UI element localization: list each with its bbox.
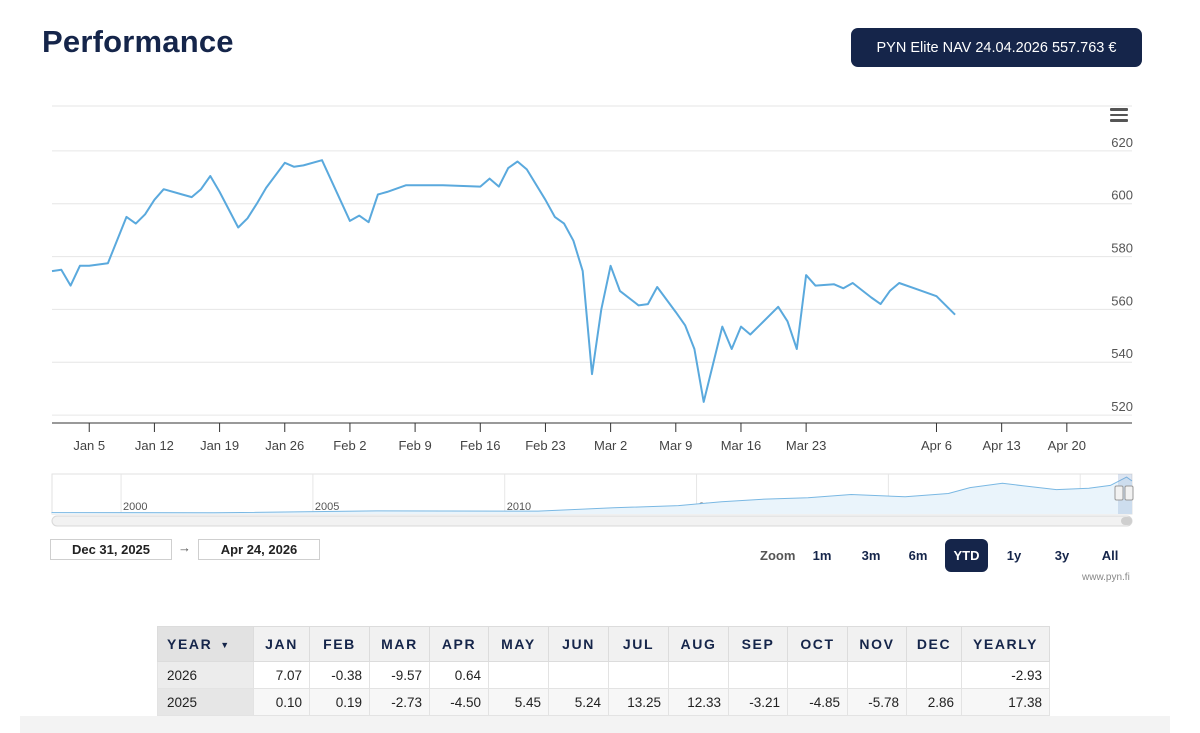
table-cell-yearly: 17.38 [961, 688, 1050, 716]
y-tick-label: 580 [1111, 241, 1133, 256]
navigator-scrollbar[interactable] [51, 515, 1133, 527]
page-title: Performance [42, 24, 234, 59]
table-cell-jun [548, 661, 609, 689]
zoom-button-3y[interactable]: 3y [1054, 548, 1070, 563]
table-header-row: YEAR ▼ JAN FEB MAR APR MAY JUN JUL AUG SEP OCT NOV DE… [157, 626, 1050, 662]
table-cell-mar: -9.57 [369, 661, 430, 689]
table-cell-may: 5.45 [488, 688, 549, 716]
table-cell-sep [728, 661, 788, 689]
navigator-handle[interactable] [1114, 485, 1124, 501]
x-tick-label: Mar 9 [659, 438, 692, 453]
x-tick-label: Feb 23 [525, 438, 565, 453]
navigator-year-label: 2005 [315, 501, 339, 513]
table-cell-year: 2026 [157, 661, 254, 689]
navigator-line [51, 476, 1133, 514]
table-cell-feb: -0.38 [309, 661, 370, 689]
table-header-jul: JUL [608, 626, 669, 662]
zoom-label: Zoom [760, 548, 796, 563]
x-tick-label: Feb 9 [398, 438, 431, 453]
table-header-oct: OCT [787, 626, 848, 662]
performance-chart: 520 540 560 580 600 620 Jan 5 Jan 12 Jan 19 Jan 2… [51, 105, 1134, 527]
navigator-scrollbar-thumb[interactable] [1121, 517, 1132, 525]
table-header-mar: MAR [369, 626, 430, 662]
table-cell-sep: -3.21 [728, 688, 788, 716]
table-header-nov: NOV [847, 626, 907, 662]
x-tick-label: Jan 19 [200, 438, 239, 453]
table-cell-year: 2025 [157, 688, 254, 716]
zoom-button-1m[interactable]: 1m [812, 548, 832, 563]
x-tick-label: Feb 2 [333, 438, 366, 453]
table-cell-feb: 0.19 [309, 688, 370, 716]
table-header-feb: FEB [309, 626, 370, 662]
series-line [51, 159, 956, 403]
table-cell-dec [906, 661, 962, 689]
table-cell-apr: -4.50 [429, 688, 489, 716]
y-tick-label: 620 [1111, 135, 1133, 150]
table-cell-aug: 12.33 [668, 688, 729, 716]
zoom-button-1y[interactable]: 1y [1006, 548, 1022, 563]
x-tick-label: Feb 16 [460, 438, 500, 453]
table-header-may: MAY [488, 626, 549, 662]
x-tick-label: Jan 26 [265, 438, 304, 453]
x-tick-label: Apr 6 [921, 438, 952, 453]
y-tick-label: 540 [1111, 346, 1133, 361]
table-header-apr: APR [429, 626, 489, 662]
navigator-handle[interactable] [1124, 485, 1134, 501]
table-header-yearly: YEARLY [961, 626, 1050, 662]
y-tick-label: 600 [1111, 188, 1133, 203]
range-arrow-icon: → [178, 540, 191, 555]
table-header-year[interactable]: YEAR ▼ [157, 626, 254, 662]
navigator-area [52, 477, 1132, 514]
navigator-year-label: 2000 [123, 501, 147, 513]
table-cell-oct [787, 661, 848, 689]
chart-credit[interactable]: www.pyn.fi [1082, 572, 1130, 583]
range-from-input[interactable]: Dec 31, 2025 [50, 539, 172, 560]
table-cell-mar: -2.73 [369, 688, 430, 716]
y-tick-label: 560 [1111, 293, 1133, 308]
nav-badge: PYN Elite NAV 24.04.2026 557.763 € [851, 28, 1142, 67]
table-cell-jul: 13.25 [608, 688, 669, 716]
performance-table: YEAR ▼ JAN FEB MAR APR MAY JUN JUL AUG SEP OCT NOV DE… [157, 626, 1050, 716]
sort-caret-icon[interactable]: ▼ [220, 640, 231, 651]
table-header-jun: JUN [548, 626, 609, 662]
bottom-strip [20, 716, 1170, 733]
table-cell-jan: 7.07 [253, 661, 310, 689]
table-cell-oct: -4.85 [787, 688, 848, 716]
table-cell-nov: -5.78 [847, 688, 907, 716]
zoom-button-6m[interactable]: 6m [908, 548, 928, 563]
table-cell-nov [847, 661, 907, 689]
table-cell-jun: 5.24 [548, 688, 609, 716]
table-cell-aug [668, 661, 729, 689]
table-cell-jan: 0.10 [253, 688, 310, 716]
table-row: 2026 7.07 -0.38 -9.57 0.64 -2.93 [157, 661, 1050, 689]
table-header-jan: JAN [253, 626, 310, 662]
table-header-aug: AUG [668, 626, 729, 662]
x-tick-label: Mar 16 [721, 438, 761, 453]
x-tick-label: Apr 13 [982, 438, 1020, 453]
zoom-button-all[interactable]: All [1101, 548, 1119, 563]
x-tick-label: Mar 2 [594, 438, 627, 453]
x-tick-label: Jan 12 [135, 438, 174, 453]
table-cell-dec: 2.86 [906, 688, 962, 716]
table-header-label: YEAR [167, 636, 213, 652]
x-tick-label: Apr 20 [1048, 438, 1086, 453]
x-tick-label: Jan 5 [73, 438, 105, 453]
table-header-dec: DEC [906, 626, 962, 662]
y-tick-label: 520 [1111, 399, 1133, 414]
table-cell-jul [608, 661, 669, 689]
table-row: 2025 0.10 0.19 -2.73 -4.50 5.45 5.24 13.25 12.33… [157, 688, 1050, 716]
x-tick-label: Mar 23 [786, 438, 826, 453]
table-cell-may [488, 661, 549, 689]
zoom-button-3m[interactable]: 3m [861, 548, 881, 563]
range-to-input[interactable]: Apr 24, 2026 [198, 539, 320, 560]
table-cell-yearly: -2.93 [961, 661, 1050, 689]
table-header-sep: SEP [728, 626, 788, 662]
chart-menu-icon[interactable] [1110, 108, 1128, 124]
table-cell-apr: 0.64 [429, 661, 489, 689]
navigator-year-label: 2010 [507, 501, 531, 513]
zoom-button-ytd[interactable]: YTD [945, 539, 988, 572]
